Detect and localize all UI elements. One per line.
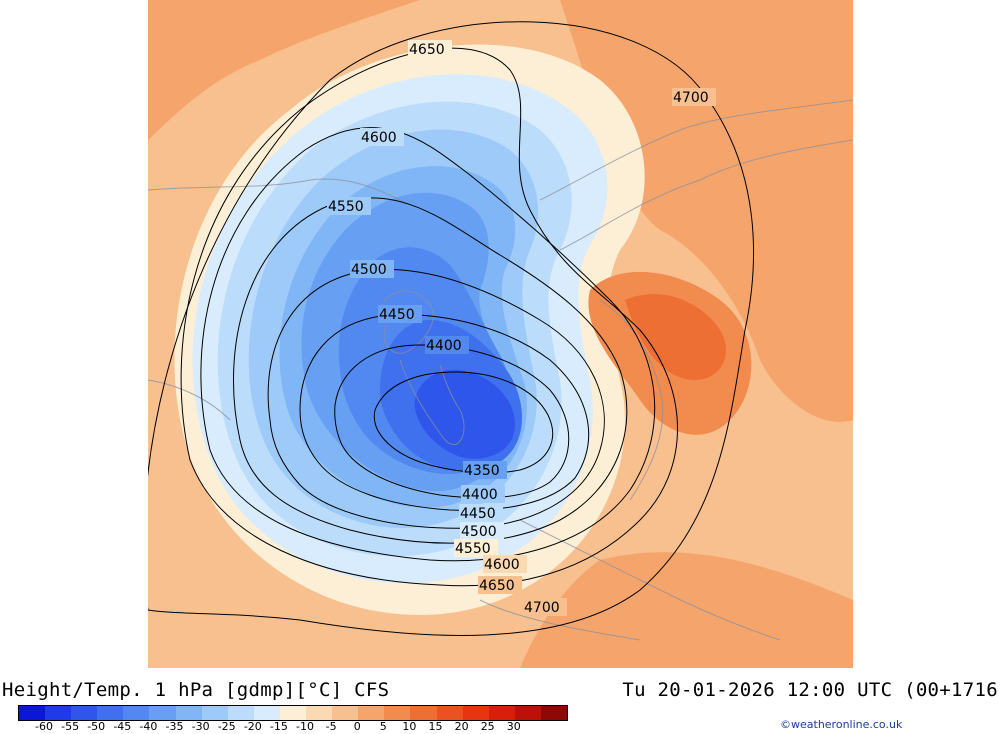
colorbar-tick-label: -45 [113,720,132,733]
contour-label: 4550 [455,541,491,557]
contour-4550 [232,197,628,544]
contour-label: 4450 [379,307,415,323]
contour-label: 4500 [351,262,387,278]
colorbar-tick-label: -30 [191,720,210,733]
colorbar-swatch [279,706,307,720]
contour-label: 4650 [409,42,445,58]
contour-labels: 4650 4700 4600 4550 4500 4450 4400 4350 … [327,40,716,616]
colorbar-swatch [45,706,72,720]
contour-4500 [267,268,605,529]
colorbar-tick-label: -10 [296,720,314,733]
contour-4700 [148,21,754,636]
contour-label: 4400 [462,487,498,503]
contour-label: 4600 [361,130,397,146]
colorbar-tick-label: 30 [506,720,521,733]
temperature-colorbar [18,705,568,721]
colorbar-tick-label: -25 [217,720,236,733]
map-title: Height/Temp. 1 hPa [gdmp][°C] CFS [2,679,390,701]
cold-core [414,369,515,459]
contour-label: 4350 [464,463,500,479]
height-contours [148,21,754,636]
contour-label: 4700 [524,600,560,616]
contour-4650 [180,47,678,587]
colorbar-tick-label: -55 [61,720,80,733]
warm-patch-east [560,0,853,422]
colorbar-tick-label: -15 [269,720,288,733]
colorbar-swatch [436,706,463,720]
colorbar-swatch [19,706,46,720]
colorbar-tick-label: 5 [379,720,387,733]
contour-4400 [334,344,570,499]
valid-time: Tu 20-01-2026 12:00 UTC (00+1716 [622,679,998,701]
colorbar-swatch [514,706,541,720]
credit-link[interactable]: ©weatheronline.co.uk [780,718,903,731]
colorbar-swatch [462,706,489,720]
colorbar-tick-label: -60 [35,720,53,733]
warm-anomaly-core [625,294,726,380]
colorbar-tick-label: -35 [165,720,184,733]
colorbar-swatch [149,706,176,720]
contour-4600 [200,127,656,562]
colorbar-tick-label: 25 [480,720,495,733]
warm-patch-northwest [148,0,420,140]
colorbar-tick-label: -5 [325,720,337,733]
colorbar-tick-labels: -60 -55 -50 -45 -40 -35 -30 -25 -20 -15 -10 -5 0 5 10 1… [18,720,566,734]
map-panel: 4650 4700 4600 4550 4500 4450 4400 4350 … [148,0,853,668]
colorbar-tick-label: 15 [428,720,443,733]
temperature-field-map: 4650 4700 4600 4550 4500 4450 4400 4350 … [148,0,853,668]
contour-label: 4450 [460,506,496,522]
colorbar-swatch [384,706,411,720]
contour-label: 4500 [461,524,497,540]
contour-label: 4700 [673,90,709,106]
colorbar-swatch [358,706,385,720]
colorbar-swatch [410,706,437,720]
colorbar-tick-label: -40 [139,720,158,733]
colorbar-swatch [253,706,280,720]
warm-patch-south [520,552,853,668]
colorbar-swatch [540,706,567,720]
colorbar-tick-label: -50 [87,720,106,733]
contour-label: 4400 [426,338,462,354]
colorbar-swatch [71,706,98,720]
colorbar-tick-label: 20 [454,720,469,733]
colorbar-tick-label: 0 [353,720,361,733]
colorbar-swatch [201,706,228,720]
colorbar-swatch [175,706,202,720]
colorbar-swatch [97,706,124,720]
colorbar-tick-label: -20 [243,720,262,733]
contour-label: 4650 [479,578,515,594]
colorbar-swatch [306,706,333,720]
contour-4350 [373,371,554,474]
contour-label: 4600 [484,557,520,573]
colorbar-swatch [123,706,150,720]
colorbar-tick-label: 10 [402,720,417,733]
colorbar-swatch [227,706,254,720]
colorbar-swatch [332,706,359,720]
coastlines [148,99,853,641]
contour-label: 4550 [328,199,364,215]
colorbar-swatch [488,706,515,720]
